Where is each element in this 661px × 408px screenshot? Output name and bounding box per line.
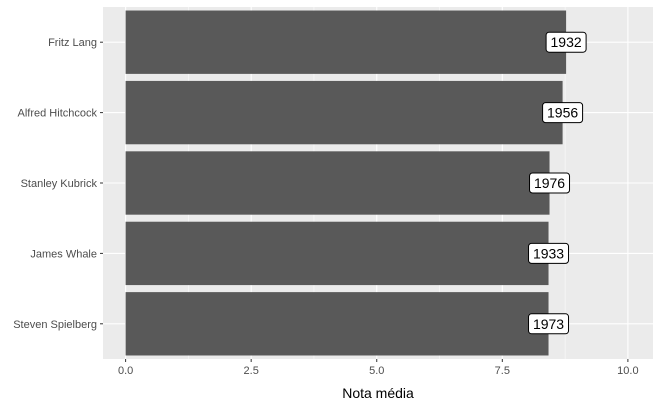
bar bbox=[125, 10, 567, 74]
data-label-box bbox=[529, 172, 571, 194]
x-axis-ticks: 0.0 2.5 5.0 7.5 10.0 bbox=[118, 359, 639, 377]
y-tick-label: Stanley Kubrick bbox=[21, 178, 98, 190]
y-tick-label: Alfred Hitchcock bbox=[18, 108, 98, 120]
data-label-text: 1956 bbox=[547, 105, 578, 121]
data-label: 1973 bbox=[528, 313, 570, 335]
data-label-box bbox=[528, 242, 570, 264]
data-label-text: 1933 bbox=[533, 245, 564, 261]
x-tick-label: 2.5 bbox=[244, 365, 259, 377]
data-labels: 1932 1956 1976 1933 1973 bbox=[528, 31, 587, 335]
y-axis-labels: Fritz Lang Alfred Hitchcock Stanley Kubric… bbox=[13, 37, 103, 331]
x-tick-label: 0.0 bbox=[118, 365, 133, 377]
data-label: 1956 bbox=[542, 102, 584, 124]
data-label: 1932 bbox=[545, 31, 587, 53]
y-tick-label: James Whale bbox=[30, 248, 97, 260]
bar bbox=[125, 292, 549, 356]
x-tick-label: 7.5 bbox=[495, 365, 510, 377]
x-tick-label: 10.0 bbox=[617, 365, 638, 377]
y-tick-label: Steven Spielberg bbox=[13, 319, 97, 331]
data-label-text: 1932 bbox=[551, 34, 582, 50]
x-axis-title: Nota média bbox=[342, 385, 414, 401]
bars bbox=[125, 10, 567, 356]
data-label: 1976 bbox=[529, 172, 571, 194]
data-label-box bbox=[542, 102, 584, 124]
bar bbox=[125, 80, 563, 145]
data-label: 1933 bbox=[528, 242, 570, 264]
bar bbox=[125, 151, 550, 215]
data-label-text: 1976 bbox=[534, 175, 565, 191]
y-tick-label: Fritz Lang bbox=[48, 37, 97, 49]
data-label-text: 1973 bbox=[533, 316, 564, 332]
data-label-box bbox=[528, 313, 570, 335]
x-tick-label: 5.0 bbox=[369, 365, 384, 377]
data-label-box bbox=[545, 31, 587, 53]
bar bbox=[125, 221, 549, 286]
